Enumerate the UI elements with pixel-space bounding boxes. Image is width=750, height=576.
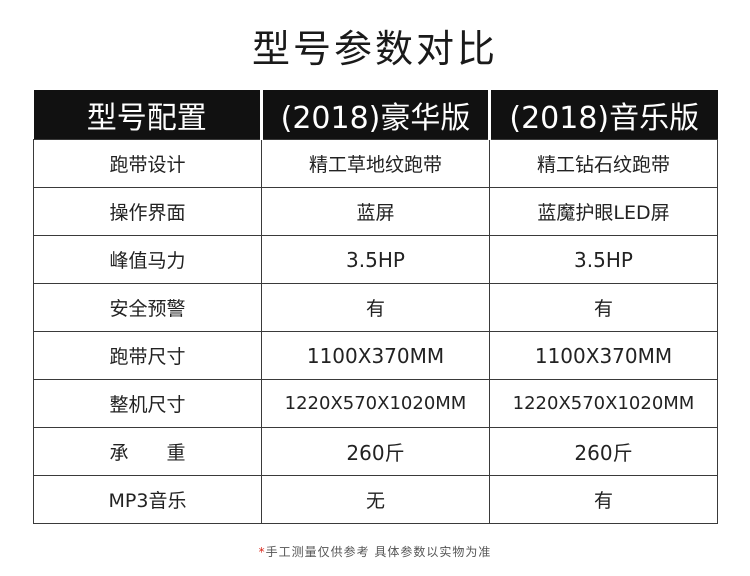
cell-deluxe: 有 (261, 283, 490, 332)
cell-deluxe: 1220X570X1020MM (261, 379, 490, 428)
footnote: *手工测量仅供参考 具体参数以实物为准 (0, 543, 750, 560)
table-row: MP3音乐 无 有 (33, 475, 718, 524)
cell-music: 3.5HP (489, 235, 718, 284)
row-label: 操作界面 (33, 187, 262, 236)
row-label: 跑带尺寸 (33, 331, 262, 380)
spec-comparison-table: 型号配置 (2018)豪华版 (2018)音乐版 跑带设计 精工草地纹跑带 精工… (33, 90, 718, 524)
table-row: 承 重 260斤 260斤 (33, 427, 718, 476)
cell-music: 1100X370MM (489, 331, 718, 380)
cell-deluxe: 3.5HP (261, 235, 490, 284)
row-label: 跑带设计 (33, 139, 262, 188)
header-config: 型号配置 (33, 90, 262, 140)
table-row: 峰值马力 3.5HP 3.5HP (33, 235, 718, 284)
header-deluxe: (2018)豪华版 (260, 90, 490, 140)
cell-music: 260斤 (489, 427, 718, 476)
page-title: 型号参数对比 (251, 27, 498, 71)
cell-music: 1220X570X1020MM (489, 379, 718, 428)
cell-deluxe: 无 (261, 475, 490, 524)
row-label: 安全预警 (33, 283, 262, 332)
table-row: 安全预警 有 有 (33, 283, 718, 332)
table-row: 跑带尺寸 1100X370MM 1100X370MM (33, 331, 718, 380)
row-label: 整机尺寸 (33, 379, 262, 428)
table-row: 跑带设计 精工草地纹跑带 精工钻石纹跑带 (33, 139, 718, 188)
footnote-asterisk: * (258, 545, 266, 559)
cell-deluxe: 蓝屏 (261, 187, 490, 236)
cell-music: 精工钻石纹跑带 (489, 139, 718, 188)
table-row: 操作界面 蓝屏 蓝魔护眼LED屏 (33, 187, 718, 236)
cell-deluxe: 260斤 (261, 427, 490, 476)
cell-music: 蓝魔护眼LED屏 (489, 187, 718, 236)
cell-deluxe: 精工草地纹跑带 (261, 139, 490, 188)
table-row: 整机尺寸 1220X570X1020MM 1220X570X1020MM (33, 379, 718, 428)
cell-music: 有 (489, 475, 718, 524)
table-header-row: 型号配置 (2018)豪华版 (2018)音乐版 (33, 90, 718, 140)
cell-music: 有 (489, 283, 718, 332)
row-label: 峰值马力 (33, 235, 262, 284)
row-label: MP3音乐 (33, 475, 262, 524)
row-label: 承 重 (33, 427, 262, 476)
cell-deluxe: 1100X370MM (261, 331, 490, 380)
header-music: (2018)音乐版 (488, 90, 718, 140)
footnote-text: 手工测量仅供参考 具体参数以实物为准 (265, 545, 492, 559)
